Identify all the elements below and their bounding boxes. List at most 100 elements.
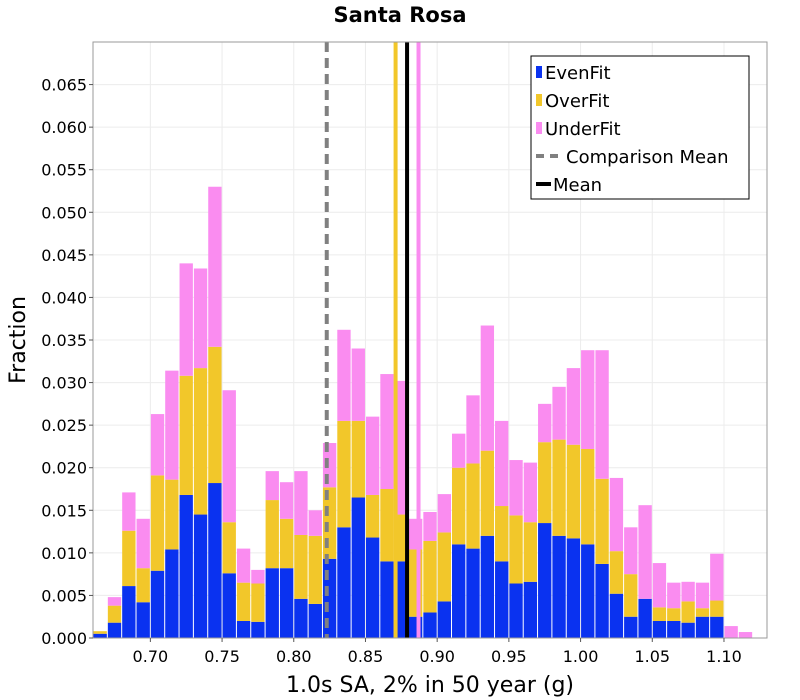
- x-tick-label: 0.70: [133, 647, 169, 666]
- bar-overfit-20: [380, 489, 394, 562]
- bar-evenfit-11: [251, 621, 265, 638]
- bar-overfit-13: [279, 518, 294, 569]
- bar-underfit-23: [423, 511, 437, 541]
- bar-underfit-35: [595, 350, 609, 479]
- x-tick-label: 1.10: [706, 647, 742, 666]
- bar-overfit-14: [294, 534, 308, 599]
- x-axis-ticks: 0.70 0.75 0.80 0.85 0.90 0.95 1.00 1.05 1.10: [133, 638, 742, 666]
- mean-lines: [324, 42, 421, 638]
- legend-box: [530, 55, 750, 200]
- bar-underfit-43: [710, 553, 724, 601]
- bar-underfit-11: [251, 569, 265, 584]
- bar-underfit-3: [136, 518, 150, 569]
- legend: EvenFit OverFit UnderFit Comparison Mean Mea…: [530, 55, 750, 200]
- bar-overfit-6: [179, 375, 193, 495]
- bar-underfit-18: [351, 348, 365, 421]
- bar-overfit-27: [480, 450, 495, 536]
- bar-overfit-1: [107, 605, 122, 623]
- bar-overfit-34: [581, 448, 595, 545]
- chart-title: Santa Rosa: [333, 3, 466, 27]
- bar-evenfit-32: [552, 535, 566, 638]
- legend-label-comparison-mean: Comparison Mean: [566, 147, 729, 168]
- y-tick-label: 0.040: [41, 288, 87, 307]
- bar-underfit-8: [208, 186, 222, 347]
- y-axis-ticks: 0.000 0.005 0.010 0.015 0.020 0.025 0.030 0.035…: [41, 76, 93, 648]
- x-tick-label: 0.85: [348, 647, 384, 666]
- y-tick-label: 0.005: [41, 586, 87, 605]
- bar-underfit-41: [681, 581, 695, 602]
- bar-underfit-42: [695, 582, 710, 609]
- bar-evenfit-31: [538, 523, 552, 638]
- bar-overfit-41: [681, 601, 695, 623]
- legend-label-evenfit: EvenFit: [545, 63, 611, 84]
- bar-underfit-13: [279, 482, 294, 519]
- bar-overfit-9: [222, 522, 236, 574]
- bar-overfit-29: [509, 515, 523, 584]
- bar-overfit-43: [710, 600, 724, 617]
- bar-underfit-39: [652, 563, 667, 608]
- y-tick-label: 0.065: [41, 76, 87, 95]
- bar-evenfit-8: [208, 483, 222, 638]
- bar-overfit-25: [452, 467, 466, 545]
- x-tick-label: 0.90: [419, 647, 455, 666]
- bar-evenfit-6: [179, 494, 193, 638]
- bar-evenfit-18: [351, 497, 365, 638]
- bar-evenfit-7: [193, 514, 208, 638]
- bar-overfit-36: [609, 551, 624, 594]
- bar-underfit-36: [609, 477, 624, 552]
- bar-underfit-5: [165, 370, 179, 480]
- bar-overfit-23: [423, 540, 437, 613]
- x-tick-label: 0.75: [204, 647, 240, 666]
- bar-overfit-7: [193, 368, 208, 515]
- bar-underfit-25: [452, 433, 466, 468]
- bar-overfit-3: [136, 568, 150, 603]
- bar-underfit-44: [724, 626, 738, 638]
- bar-underfit-21: [394, 380, 408, 515]
- bar-evenfit-33: [566, 538, 581, 638]
- bar-overfit-30: [523, 522, 538, 582]
- bar-underfit-15: [308, 510, 322, 536]
- bar-evenfit-15: [308, 603, 322, 638]
- bar-overfit-8: [208, 346, 222, 484]
- y-tick-label: 0.020: [41, 459, 87, 478]
- bar-underfit-24: [437, 494, 452, 533]
- x-tick-label: 1.00: [563, 647, 599, 666]
- bar-evenfit-5: [165, 549, 179, 638]
- x-tick-label: 0.80: [276, 647, 312, 666]
- bar-underfit-14: [294, 471, 308, 535]
- bar-overfit-4: [150, 475, 165, 571]
- x-tick-label: 0.95: [491, 647, 527, 666]
- legend-swatch-underfit: [536, 122, 542, 134]
- bar-underfit-30: [523, 462, 538, 523]
- bar-overfit-24: [437, 532, 452, 602]
- bar-underfit-10: [236, 548, 251, 583]
- bar-evenfit-1: [107, 622, 122, 638]
- bar-underfit-20: [380, 374, 394, 489]
- bar-evenfit-14: [294, 598, 308, 638]
- legend-label-overfit: OverFit: [545, 91, 609, 112]
- bar-underfit-29: [509, 460, 523, 516]
- bar-underfit-6: [179, 263, 193, 376]
- bar-evenfit-26: [466, 548, 480, 638]
- legend-swatch-evenfit: [536, 66, 542, 78]
- bar-underfit-4: [150, 414, 165, 476]
- y-tick-label: 0.060: [41, 118, 87, 137]
- y-tick-label: 0.015: [41, 501, 87, 520]
- bar-evenfit-35: [595, 563, 609, 638]
- bar-evenfit-29: [509, 583, 523, 638]
- bar-evenfit-36: [609, 593, 624, 638]
- y-tick-label: 0.050: [41, 203, 87, 222]
- bar-overfit-17: [337, 420, 351, 528]
- bar-underfit-45: [738, 632, 753, 638]
- bar-overfit-15: [308, 535, 322, 604]
- bar-evenfit-30: [523, 581, 538, 638]
- bar-underfit-1: [107, 597, 122, 606]
- bar-overfit-2: [122, 530, 136, 587]
- bar-evenfit-34: [581, 544, 595, 638]
- bar-overfit-33: [566, 444, 581, 539]
- y-tick-label: 0.000: [41, 629, 87, 648]
- bar-overfit-0: [93, 631, 107, 634]
- bar-underfit-31: [538, 403, 552, 443]
- legend-label-underfit: UnderFit: [545, 119, 621, 140]
